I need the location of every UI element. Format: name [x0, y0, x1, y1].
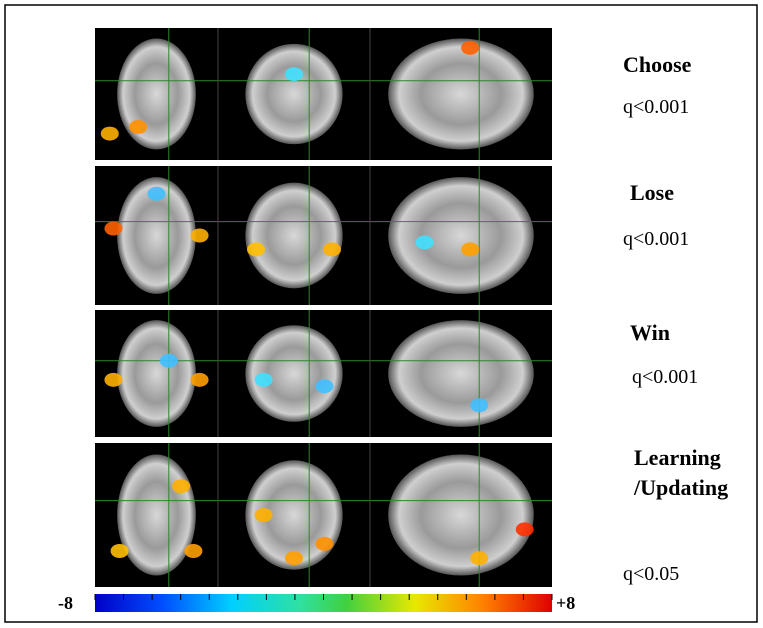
threshold: q<0.001: [623, 96, 689, 118]
activation: [285, 67, 303, 81]
figure: -8 +8 Choose q<0.001 Lose q<0.001 Win q<0.001…: [0, 0, 763, 628]
condition-label: Choose: [623, 52, 692, 77]
activation: [470, 551, 488, 565]
condition-label: Lose: [630, 180, 674, 205]
activation: [191, 229, 209, 243]
brain-slice: [245, 44, 342, 144]
threshold: q<0.05: [623, 563, 679, 585]
activation: [516, 522, 534, 536]
activation: [461, 41, 479, 55]
activation: [470, 398, 488, 412]
activation: [255, 373, 273, 387]
activation: [255, 508, 273, 522]
activation: [315, 537, 333, 551]
threshold: q<0.001: [632, 366, 698, 388]
activation: [148, 187, 166, 201]
activation: [323, 242, 341, 256]
activation: [101, 127, 119, 141]
activation: [461, 242, 479, 256]
activation: [160, 354, 178, 368]
brain-slice: [388, 455, 534, 576]
activation: [285, 551, 303, 565]
activation: [111, 544, 129, 558]
brain-slice: [388, 177, 534, 294]
condition-label: /Updating: [633, 475, 728, 500]
activation: [416, 235, 434, 249]
activation: [191, 373, 209, 387]
colorbar-min: -8: [58, 593, 73, 613]
brain-slice: [245, 183, 342, 289]
activation: [104, 222, 122, 236]
brain-slice: [117, 39, 196, 150]
threshold: q<0.001: [623, 228, 689, 250]
activation: [129, 120, 147, 134]
activation: [247, 242, 265, 256]
brain-slice: [388, 39, 534, 150]
panels: [95, 28, 552, 587]
brain-slice: [117, 320, 196, 427]
brain-slice: [117, 455, 196, 576]
activation: [172, 479, 190, 493]
activation: [315, 379, 333, 393]
brain-slice: [388, 320, 534, 427]
activation: [104, 373, 122, 387]
condition-label: Win: [630, 320, 670, 345]
colorbar-max: +8: [556, 593, 575, 613]
condition-label: Learning: [634, 445, 721, 470]
activation: [184, 544, 202, 558]
